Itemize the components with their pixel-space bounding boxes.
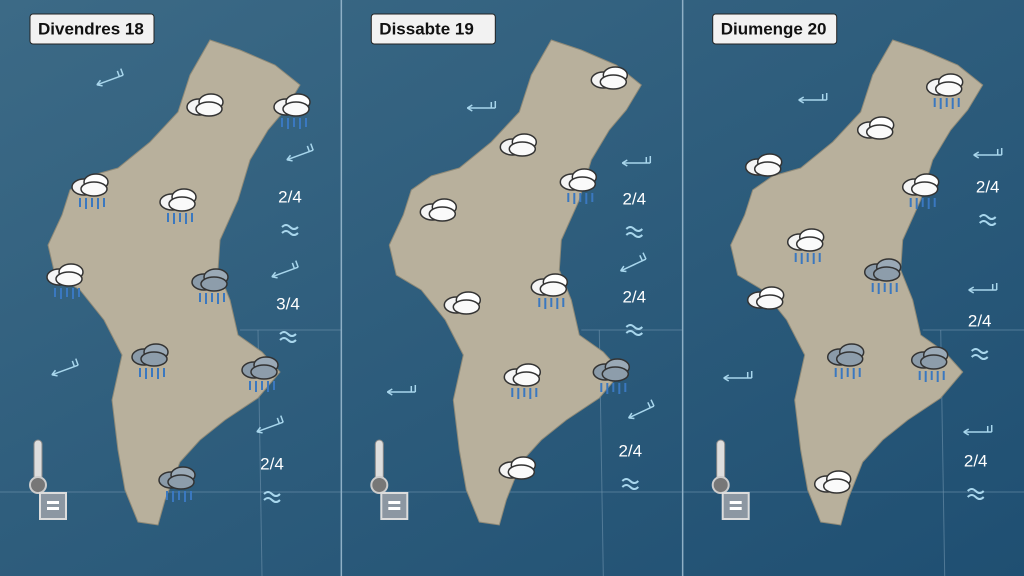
sea-state: 2/4 [622, 287, 646, 306]
sea-state: 3/4 [276, 294, 300, 313]
land [388, 39, 642, 526]
sea-state: 2/4 [976, 177, 1000, 196]
map-panel: 2/4 2/4 2/4 Diumenge 20 [682, 13, 1024, 576]
panel-title: Diumenge 20 [721, 19, 827, 38]
map-panel: 2/4 2/4 2/4 Dissabte 19 [341, 13, 683, 576]
title-box [370, 13, 496, 45]
title-box [712, 13, 838, 45]
sea-state: 2/4 [278, 187, 302, 206]
land [47, 39, 301, 526]
panel-title: Dissabte 19 [379, 19, 474, 38]
sea-state: 2/4 [618, 441, 642, 460]
sea-state: 2/4 [260, 454, 284, 473]
land [730, 39, 984, 526]
panel-title: Divendres 18 [38, 19, 144, 38]
sea-state: 2/4 [964, 451, 988, 470]
title-box [29, 13, 155, 45]
sea-state: 2/4 [622, 189, 646, 208]
sea-state: 2/4 [968, 311, 992, 330]
map-panel: 2/4 3/4 2/4 Divendres 18 [0, 13, 342, 576]
